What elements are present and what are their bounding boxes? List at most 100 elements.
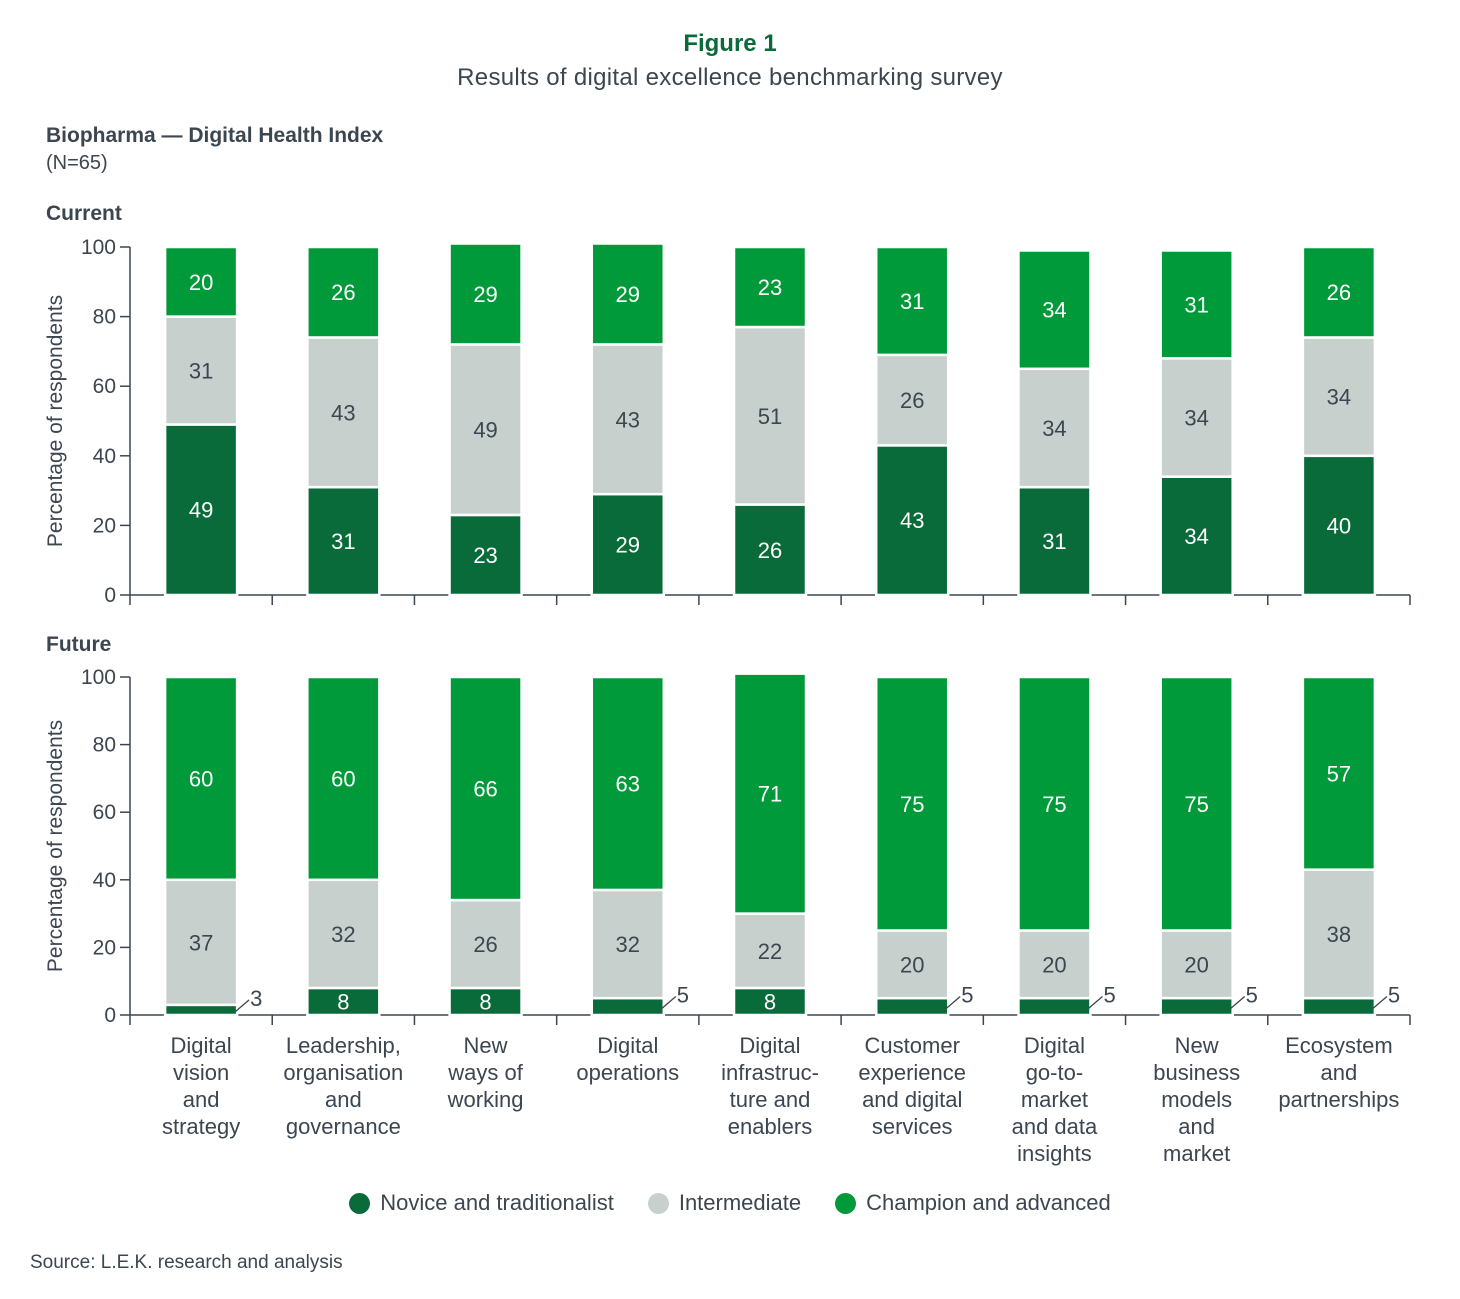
future-bar-champion (1017, 675, 1092, 932)
current-data-label: 43 (331, 400, 355, 425)
current-data-label: 23 (758, 275, 782, 300)
current-bar-novice (590, 492, 666, 597)
future-bar-champion (163, 675, 239, 882)
current-y-tick-label: 20 (93, 514, 116, 537)
figure-label: Figure 1 (683, 30, 777, 57)
future-data-label: 75 (1042, 792, 1066, 817)
current-bar-champion (590, 242, 666, 346)
x-tick-label: New (1175, 1033, 1219, 1058)
future-bar-novice (306, 986, 381, 1017)
current-data-label: 26 (331, 280, 355, 305)
source-note: Source: L.E.K. research and analysis (30, 1252, 343, 1273)
current-data-label: 49 (189, 498, 213, 523)
legend-item-intermediate: Intermediate (647, 1190, 801, 1216)
future-data-label: 75 (900, 792, 924, 817)
x-tick-label: strategy (162, 1114, 240, 1139)
future-y-axis-label: Percentage of respondents (44, 720, 67, 972)
future-data-label: 66 (473, 777, 497, 802)
current-data-label: 26 (900, 388, 924, 413)
current-data-label: 40 (1327, 513, 1351, 538)
current-data-label: 29 (616, 533, 640, 558)
chart-subtitle: (N=65) (46, 152, 108, 174)
current-data-label: 34 (1184, 524, 1208, 549)
future-data-label: 3 (250, 986, 262, 1011)
future-data-label: 5 (1246, 983, 1258, 1008)
current-y-tick-label: 40 (93, 445, 116, 468)
current-data-label: 20 (189, 270, 213, 295)
current-bar-novice (306, 485, 381, 597)
x-tick-label: and (1321, 1060, 1358, 1085)
x-tick-label: working (447, 1087, 524, 1112)
current-data-label: 26 (758, 538, 782, 563)
panel-title-future: Future (46, 633, 112, 656)
future-bar-intermediate (1301, 868, 1377, 1000)
legend-swatch-novice (349, 1192, 371, 1214)
future-bar-novice (163, 1003, 239, 1017)
current-data-label: 23 (473, 543, 497, 568)
current-data-label: 31 (331, 529, 355, 554)
future-bar-intermediate (306, 878, 381, 990)
current-bar-champion (1301, 245, 1377, 339)
x-tick-label: insights (1017, 1141, 1092, 1166)
future-data-label-leader (234, 999, 250, 1013)
current-bar-intermediate (1017, 367, 1092, 489)
current-bar-intermediate (590, 343, 666, 496)
current-bar-novice (1017, 485, 1092, 597)
current-data-label: 29 (473, 282, 497, 307)
future-bar-novice (874, 996, 950, 1017)
current-bar-champion (874, 245, 950, 357)
future-bar-champion (306, 675, 381, 882)
future-bar-champion (874, 675, 950, 932)
x-tick-label: and (1178, 1114, 1215, 1139)
future-bar-intermediate (163, 878, 239, 1007)
future-data-label: 75 (1184, 792, 1208, 817)
future-data-label: 20 (1184, 952, 1208, 977)
future-bar-novice (1017, 996, 1092, 1017)
future-data-label: 37 (189, 930, 213, 955)
legend-swatch-champion (835, 1192, 857, 1214)
future-data-label: 8 (479, 989, 491, 1014)
x-tick-label: partnerships (1278, 1087, 1399, 1112)
x-tick-label: services (872, 1114, 953, 1139)
x-tick-label: experience (858, 1060, 966, 1085)
future-bar-novice (1159, 996, 1234, 1017)
x-tick-label: operations (576, 1060, 679, 1085)
x-tick-label: market (1021, 1087, 1088, 1112)
current-data-label: 31 (1184, 292, 1208, 317)
x-tick-label: ways of (447, 1060, 523, 1085)
future-y-tick-label: 80 (93, 734, 116, 757)
current-y-tick-label: 60 (93, 375, 116, 398)
future-bar-champion (1159, 675, 1234, 932)
current-data-label: 26 (1327, 280, 1351, 305)
future-y-tick-label: 40 (93, 869, 116, 892)
x-tick-label: organisation (283, 1060, 403, 1085)
future-data-label-leader (1230, 996, 1246, 1010)
current-data-label: 31 (189, 359, 213, 384)
future-data-label-leader (661, 996, 677, 1010)
legend-label-novice: Novice and traditionalist (380, 1190, 614, 1215)
current-data-label: 34 (1042, 416, 1066, 441)
future-data-label: 5 (961, 983, 973, 1008)
current-bar-novice (448, 513, 523, 597)
x-tick-label: enablers (728, 1114, 812, 1139)
current-data-label: 31 (1042, 529, 1066, 554)
current-data-label: 43 (616, 407, 640, 432)
future-data-label: 38 (1327, 922, 1351, 947)
future-data-label: 20 (900, 952, 924, 977)
current-y-tick-label: 100 (81, 236, 116, 259)
current-bar-champion (163, 245, 239, 318)
current-data-label: 34 (1042, 298, 1066, 323)
future-bar-intermediate (1159, 929, 1234, 1000)
future-data-label: 20 (1042, 952, 1066, 977)
future-bar-champion (732, 672, 808, 915)
current-data-label: 49 (473, 418, 497, 443)
current-bar-champion (448, 242, 523, 346)
x-tick-label: Digital (1024, 1033, 1085, 1058)
future-data-label: 8 (764, 989, 776, 1014)
future-data-label: 22 (758, 939, 782, 964)
current-bar-intermediate (1159, 357, 1234, 478)
x-tick-label: governance (286, 1114, 401, 1139)
legend-swatch-intermediate (647, 1192, 669, 1214)
current-bar-intermediate (732, 325, 808, 506)
future-bar-champion (590, 675, 666, 892)
